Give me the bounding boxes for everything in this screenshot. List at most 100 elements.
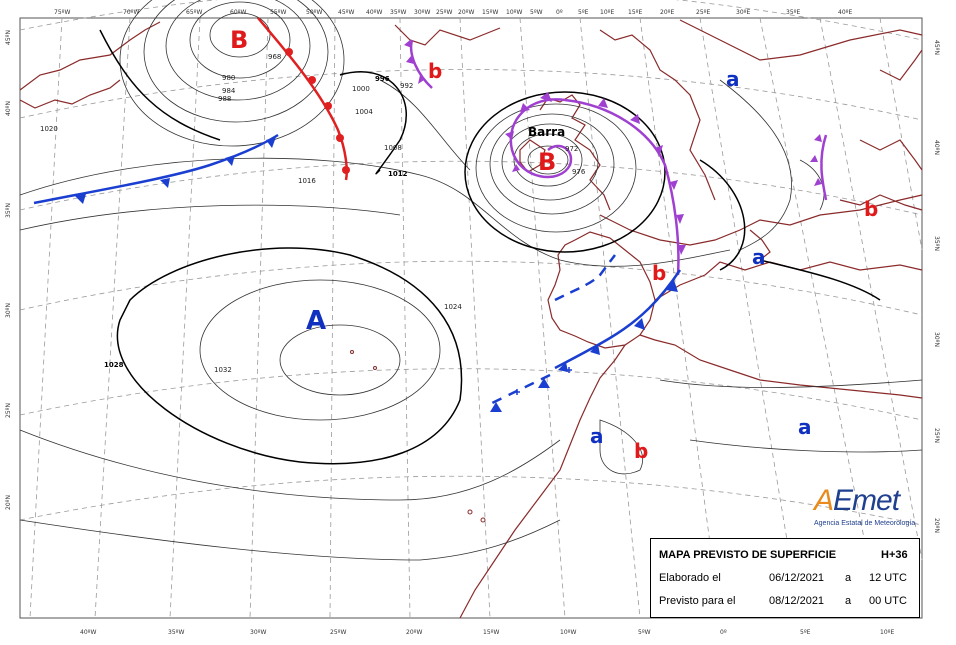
lat-tick-left: 45ºN: [5, 30, 12, 45]
lon-tick-bottom: 20ºW: [406, 629, 422, 636]
lon-tick-top: 65ºW: [186, 9, 202, 16]
lon-tick-top: 25ºE: [696, 9, 710, 16]
lat-labels-right: 45ºN 40ºN 35ºN 30ºN 25ºN 20ºN: [933, 40, 940, 533]
valid-time: 00 UTC: [869, 595, 907, 607]
isobar-label: 996: [375, 75, 390, 83]
isobar-label: 1024: [444, 303, 462, 311]
lon-tick-bottom: 10ºW: [560, 629, 576, 636]
lon-tick-top: 75ºW: [54, 9, 70, 16]
map-border: [19, 17, 923, 619]
lon-tick-bottom: 40ºW: [80, 629, 96, 636]
islands: [350, 350, 486, 523]
isobar-label: 1012: [388, 170, 408, 178]
lon-tick-top: 70ºW: [123, 9, 139, 16]
logo-subtitle: Agencia Estatal de Meteorología: [814, 520, 916, 527]
valid-date: 08/12/2021: [769, 595, 825, 607]
lon-tick-top: 25ºW: [436, 9, 452, 16]
lon-tick-top: 20ºW: [458, 9, 474, 16]
low-pressure-centre: b: [428, 59, 442, 83]
lat-tick-left: 25ºN: [5, 403, 12, 418]
lon-tick-top: 45ºW: [338, 9, 354, 16]
isobar-label: 1004: [355, 108, 373, 116]
lon-tick-top: 0º: [556, 9, 563, 16]
low-pressure-centre: B: [230, 26, 248, 54]
lon-tick-top: 40ºW: [366, 9, 382, 16]
isobar-label: 980: [222, 74, 235, 82]
info-made-row: Elaborado el 06/12/2021 a 12 UTC: [659, 572, 911, 588]
warm-front: [257, 17, 350, 181]
occluded-front: [404, 39, 828, 276]
isobars-bold: [99, 29, 881, 465]
lon-tick-top: 15ºW: [482, 9, 498, 16]
lon-tick-top: 60ºW: [230, 9, 246, 16]
lead-time: H+36: [881, 549, 908, 561]
lon-tick-bottom: 15ºW: [483, 629, 499, 636]
lon-labels-top: 75ºW 70ºW 65ºW 60ºW 55ºW 50ºW 45ºW 40ºW …: [54, 9, 852, 16]
lon-tick-top: 30ºE: [736, 9, 750, 16]
lat-tick-left: 30ºN: [5, 303, 12, 318]
logo-letter-a: A: [814, 484, 834, 517]
isobar-labels: 1020 1016 1012 1008 1004 1000 996 992 98…: [40, 53, 586, 374]
lon-tick-top: 20ºE: [660, 9, 674, 16]
info-title-row: MAPA PREVISTO DE SUPERFICIE H+36: [659, 549, 911, 565]
low-pressure-centre: b: [634, 439, 648, 463]
lon-tick-top: 5ºW: [530, 9, 543, 16]
forecast-info-box: MAPA PREVISTO DE SUPERFICIE H+36 Elabora…: [650, 538, 920, 618]
lat-tick-left: 35ºN: [5, 203, 12, 218]
high-pressure-centre: a: [798, 415, 812, 439]
lat-tick-left: 40ºN: [5, 101, 12, 116]
aemet-logo: AEmet Agencia Estatal de Meteorología: [808, 484, 926, 536]
high-pressure-centre: A: [306, 306, 326, 336]
lat-tick-right: 35ºN: [933, 236, 940, 251]
isobar-label: 1032: [214, 366, 232, 374]
isobar-label: 988: [218, 95, 231, 103]
lon-tick-top: 30ºW: [414, 9, 430, 16]
pressure-centres: B B A a a a a b b b b: [230, 26, 878, 463]
lon-tick-top: 5ºE: [578, 9, 589, 16]
lat-labels-left: 45ºN 40ºN 35ºN 30ºN 25ºN 20ºN: [5, 30, 12, 510]
lon-tick-bottom: 35ºW: [168, 629, 184, 636]
lon-tick-top: 10ºE: [600, 9, 614, 16]
map-title: MAPA PREVISTO DE SUPERFICIE: [659, 549, 837, 561]
low-pressure-centre: b: [864, 197, 878, 221]
isobar-label: 972: [565, 145, 578, 153]
isobar-label: 1000: [352, 85, 370, 93]
front-markers: [514, 367, 572, 395]
cold-front: [33, 133, 682, 412]
high-pressure-centre: a: [590, 424, 604, 448]
logo-wordmark: AEmet: [814, 484, 900, 518]
valid-separator: a: [845, 595, 852, 607]
made-date: 06/12/2021: [769, 572, 825, 584]
valid-label: Previsto para el: [659, 595, 736, 607]
lon-tick-bottom: 10ºE: [880, 629, 894, 636]
made-separator: a: [845, 572, 852, 584]
lon-tick-bottom: 25ºW: [330, 629, 346, 636]
high-pressure-centre: a: [726, 67, 740, 91]
lon-tick-bottom: 0º: [720, 629, 727, 636]
isobar-label: 984: [222, 87, 236, 95]
lon-labels-bottom: 40ºW 35ºW 30ºW 25ºW 20ºW 15ºW 10ºW 5ºW 0…: [80, 629, 894, 636]
low-pressure-centre: b: [652, 261, 666, 285]
isobar-label: 1016: [298, 177, 316, 185]
lon-tick-bottom: 5ºW: [638, 629, 651, 636]
lon-tick-top: 35ºE: [786, 9, 800, 16]
lon-tick-top: 15ºE: [628, 9, 642, 16]
lat-tick-right: 45ºN: [933, 40, 940, 55]
lon-tick-top: 35ºW: [390, 9, 406, 16]
isobar-label: 976: [572, 168, 586, 176]
storm-name: Barra: [528, 125, 565, 139]
lat-tick-right: 30ºN: [933, 332, 940, 347]
lon-tick-top: 40ºE: [838, 9, 852, 16]
lon-tick-bottom: 5ºE: [800, 629, 811, 636]
isobar-label: 968: [268, 53, 281, 61]
isobar-label: 1008: [384, 144, 402, 152]
isobars: [19, 0, 923, 561]
high-pressure-centre: a: [752, 245, 766, 269]
lon-tick-top: 55ºW: [270, 9, 286, 16]
isobar-label: 1028: [104, 361, 124, 369]
low-pressure-centre: B: [538, 148, 556, 176]
lat-tick-right: 20ºN: [933, 518, 940, 533]
isobar-label: 992: [400, 82, 413, 90]
made-label: Elaborado el: [659, 572, 721, 584]
